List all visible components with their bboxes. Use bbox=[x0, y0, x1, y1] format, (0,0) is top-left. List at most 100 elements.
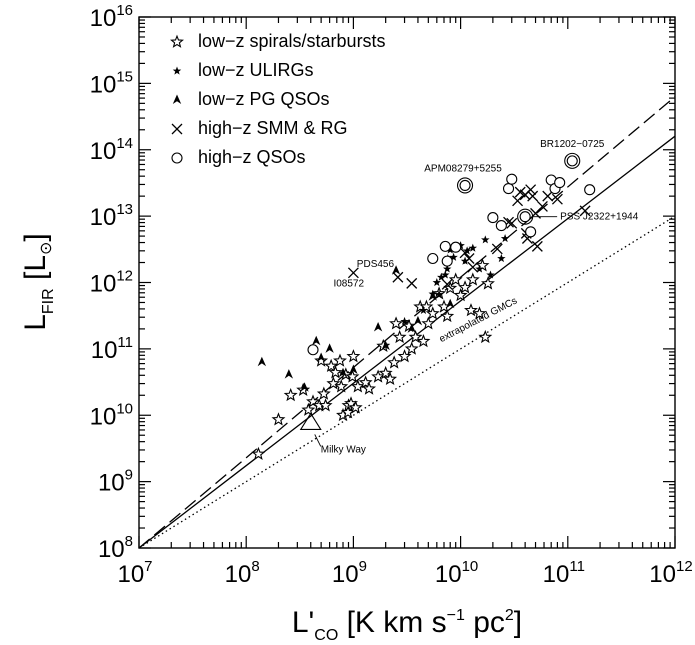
y-label-unit: ] bbox=[19, 233, 52, 241]
y-tick-exponent: 11 bbox=[117, 334, 133, 351]
tri-point bbox=[316, 352, 326, 362]
y-axis-label: LFIR [L⊙] bbox=[19, 233, 57, 331]
x-tick-label: 107 bbox=[117, 558, 152, 588]
y-tick-exponent: 12 bbox=[116, 268, 133, 285]
asterisk-point bbox=[475, 264, 484, 273]
star-point bbox=[358, 375, 373, 389]
y-tick-label: 1013 bbox=[90, 201, 133, 231]
y-tick-label: 1014 bbox=[90, 135, 133, 165]
cross-point bbox=[579, 205, 591, 217]
y-tick-exponent: 14 bbox=[116, 135, 133, 152]
star-point bbox=[324, 358, 339, 373]
highlight-ring bbox=[564, 152, 581, 169]
star-point bbox=[425, 306, 440, 320]
star-point bbox=[345, 369, 360, 383]
legend-label: low−z PG QSOs bbox=[198, 89, 330, 109]
asterisk-point bbox=[449, 252, 458, 261]
series-open-triangle bbox=[299, 412, 322, 430]
legend-marker-tri bbox=[172, 94, 182, 104]
star-point bbox=[472, 306, 487, 320]
y-label-unit-sub: ⊙ bbox=[38, 242, 55, 255]
cross-point bbox=[406, 277, 418, 289]
asterisk-point bbox=[432, 278, 442, 287]
star-point bbox=[465, 272, 480, 286]
series-circle bbox=[307, 155, 596, 356]
cross-point bbox=[491, 243, 503, 255]
x-label-sub: CO bbox=[314, 627, 338, 644]
y-tick-base: 10 bbox=[98, 470, 125, 497]
y-tick-base: 10 bbox=[90, 403, 117, 430]
star-point bbox=[397, 349, 412, 363]
cross-point bbox=[459, 247, 471, 259]
x-label-main: L' bbox=[292, 606, 314, 639]
star-point bbox=[314, 353, 329, 367]
annotation-label: PDS456 bbox=[357, 259, 395, 270]
circle-point bbox=[566, 155, 578, 167]
x-label-unit: ] bbox=[514, 606, 522, 639]
cross-point bbox=[392, 271, 404, 283]
x-tick-label: 1012 bbox=[649, 558, 692, 588]
star-point bbox=[378, 365, 393, 380]
fit-line-solid bbox=[138, 135, 676, 549]
star-point bbox=[326, 376, 341, 390]
y-tick-exponent: 13 bbox=[116, 201, 133, 218]
star-point bbox=[453, 288, 468, 302]
y-tick-base: 10 bbox=[98, 536, 125, 563]
star-point bbox=[334, 379, 349, 393]
tri-point bbox=[381, 340, 390, 351]
cross-point bbox=[531, 240, 543, 252]
fit-lines bbox=[138, 96, 676, 549]
x-tick-base: 10 bbox=[435, 561, 462, 588]
star-point bbox=[328, 365, 343, 379]
y-label-unit: [L bbox=[19, 255, 52, 288]
tri-point bbox=[257, 356, 267, 367]
x-label-unit: [K km s bbox=[338, 606, 446, 639]
legend-marker-asterisk bbox=[172, 66, 182, 75]
legend-label: low−z ULIRGs bbox=[198, 60, 314, 80]
legend-label: high−z QSOs bbox=[198, 147, 306, 167]
fit-line-dotted bbox=[138, 215, 676, 549]
series-tri bbox=[257, 265, 455, 392]
x-tick-exponent: 12 bbox=[676, 558, 693, 575]
y-tick-label: 1012 bbox=[90, 268, 133, 298]
star-point bbox=[387, 355, 402, 369]
x-label-unit: pc bbox=[465, 606, 505, 639]
star-point bbox=[481, 276, 495, 290]
y-tick-base: 10 bbox=[90, 138, 117, 165]
annotation-label: Milky Way bbox=[321, 444, 366, 455]
circle-point bbox=[519, 211, 531, 223]
asterisk-point bbox=[486, 270, 495, 279]
tri-point bbox=[446, 298, 455, 309]
series-cross bbox=[347, 184, 591, 290]
tri-point bbox=[312, 335, 321, 346]
star-point bbox=[389, 316, 404, 330]
tri-point bbox=[284, 369, 294, 379]
y-label-main: L bbox=[19, 314, 52, 331]
star-point bbox=[408, 329, 423, 344]
star-point bbox=[383, 371, 398, 386]
cross-point bbox=[463, 253, 475, 264]
cross-point bbox=[551, 193, 563, 205]
y-tick-label: 1015 bbox=[90, 68, 133, 98]
legend-label: high−z SMM & RG bbox=[198, 118, 348, 138]
star-point bbox=[392, 329, 407, 344]
circle-point bbox=[441, 255, 453, 267]
asterisk-point bbox=[500, 234, 510, 243]
star-point bbox=[316, 386, 331, 400]
x-tick-exponent: 7 bbox=[144, 558, 152, 575]
asterisk-point bbox=[497, 254, 506, 263]
asterisk-point bbox=[419, 305, 428, 315]
x-axis-label: L'CO [K km s−1 pc2] bbox=[292, 606, 522, 644]
star-point bbox=[346, 349, 361, 363]
open-triangle-point bbox=[299, 412, 322, 430]
y-tick-exponent: 15 bbox=[116, 68, 133, 85]
x-tick-base: 10 bbox=[649, 561, 676, 588]
y-tick-base: 10 bbox=[90, 271, 117, 298]
star-point bbox=[333, 353, 347, 367]
asterisk-point bbox=[468, 243, 478, 252]
circle-point bbox=[554, 177, 566, 189]
y-tick-exponent: 8 bbox=[125, 533, 133, 550]
highlight-ring bbox=[456, 177, 474, 194]
y-tick-exponent: 16 bbox=[116, 2, 133, 19]
cross-point bbox=[512, 195, 524, 207]
